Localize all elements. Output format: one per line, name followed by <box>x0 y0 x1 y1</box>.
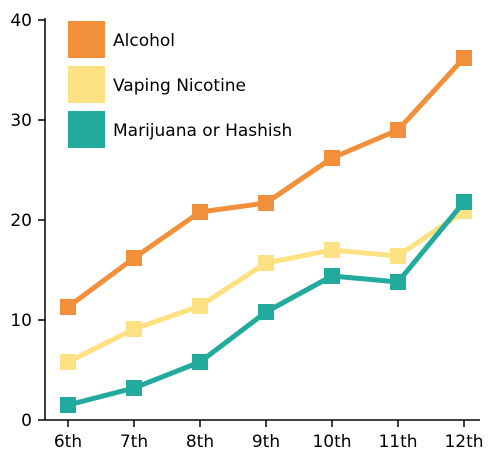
legend-swatch <box>68 66 105 103</box>
y-axis-ticks: 0 10 20 30 40 <box>10 11 45 431</box>
data-point-marker <box>390 248 406 264</box>
data-point-marker <box>126 250 142 266</box>
legend: Alcohol Vaping Nicotine Marijuana or Hashi… <box>68 21 292 148</box>
data-point-marker <box>60 397 76 413</box>
x-tick-label: 9th <box>252 432 280 452</box>
data-point-marker <box>258 255 274 271</box>
y-tick-label: 40 <box>10 11 32 31</box>
data-point-marker <box>192 204 208 220</box>
data-point-marker <box>126 321 142 337</box>
data-point-marker <box>192 298 208 314</box>
data-point-marker <box>324 242 340 258</box>
data-point-marker <box>324 150 340 166</box>
data-point-marker <box>390 274 406 290</box>
data-point-marker <box>60 299 76 315</box>
data-point-marker <box>456 50 472 66</box>
data-point-marker <box>324 268 340 284</box>
data-point-marker <box>390 122 406 138</box>
y-tick-label: 0 <box>21 411 32 431</box>
x-tick-label: 7th <box>120 432 148 452</box>
series-layer <box>60 50 472 413</box>
x-tick-label: 8th <box>186 432 214 452</box>
x-axis-ticks: 6th 7th 8th 9th 10th 11th 12th <box>54 420 484 452</box>
legend-swatch <box>68 111 105 148</box>
x-tick-label: 6th <box>54 432 82 452</box>
data-point-marker <box>456 194 472 210</box>
data-point-marker <box>192 354 208 370</box>
legend-swatch <box>68 21 105 58</box>
y-tick-label: 20 <box>10 211 32 231</box>
data-point-marker <box>258 195 274 211</box>
x-tick-label: 11th <box>378 432 417 452</box>
data-point-marker <box>60 354 76 370</box>
legend-label: Vaping Nicotine <box>113 76 246 96</box>
x-tick-label: 10th <box>312 432 351 452</box>
series-line-2 <box>67 200 466 408</box>
x-tick-label: 12th <box>444 432 483 452</box>
y-tick-label: 30 <box>10 111 32 131</box>
y-tick-label: 10 <box>10 311 32 331</box>
data-point-marker <box>258 304 274 320</box>
data-point-marker <box>126 380 142 396</box>
legend-label: Alcohol <box>113 31 175 51</box>
legend-label: Marijuana or Hashish <box>113 121 292 141</box>
